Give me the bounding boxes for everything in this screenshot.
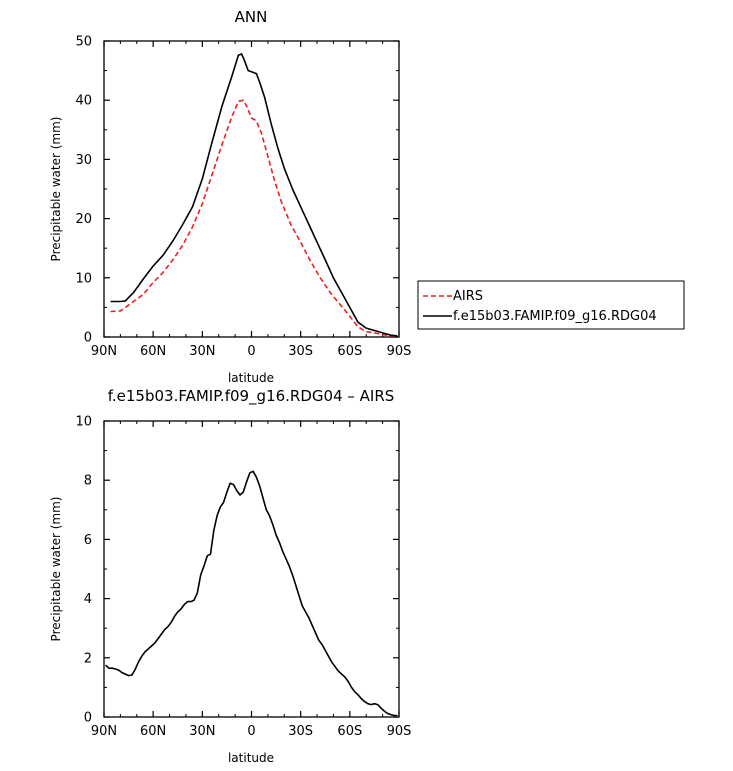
lower-y-tick-label: 6 xyxy=(84,533,92,548)
lower-x-tick-label: 60N xyxy=(140,724,166,739)
lower-y-tick-label: 4 xyxy=(84,592,92,607)
upper-x-tick-label: 60N xyxy=(140,344,166,359)
upper-x-tick-label: 30N xyxy=(189,344,215,359)
lower-chart-title: f.e15b03.FAMIP.f09_g16.RDG04 – AIRS xyxy=(108,387,395,406)
upper-series-line-0 xyxy=(110,99,398,338)
lower-y-tick-label: 0 xyxy=(84,711,92,726)
lower-x-axis-label: latitude xyxy=(228,751,274,765)
upper-x-tick-label: 90N xyxy=(91,344,117,359)
upper-y-axis-label: Precipitable water (mm) xyxy=(49,117,63,262)
upper-x-tick-label: 60S xyxy=(337,344,362,359)
upper-series-group xyxy=(110,53,398,338)
upper-x-tick-label: 90S xyxy=(387,344,412,359)
lower-x-tick-label: 30N xyxy=(189,724,215,739)
lower-x-tick-label: 60S xyxy=(337,724,362,739)
upper-x-axis-label: latitude xyxy=(228,371,274,385)
legend-box xyxy=(417,280,685,330)
upper-plot-frame xyxy=(103,40,400,338)
upper-y-tick-label: 50 xyxy=(75,35,92,50)
lower-plot-frame xyxy=(103,420,400,718)
upper-x-tick-label: 0 xyxy=(247,344,255,359)
upper-y-tick-label: 30 xyxy=(75,153,92,168)
upper-y-tick-label: 20 xyxy=(75,212,92,227)
upper-series-line-1 xyxy=(110,53,398,337)
lower-y-tick-label: 10 xyxy=(75,415,92,430)
upper-y-tick-label: 40 xyxy=(75,94,92,109)
lower-y-tick-label: 8 xyxy=(84,474,92,489)
lower-y-axis-label: Precipitable water (mm) xyxy=(49,497,63,642)
upper-chart-title: ANN xyxy=(235,8,268,26)
lower-y-tick-label: 2 xyxy=(84,651,92,666)
legend-label-airs: AIRS xyxy=(453,289,483,304)
lower-x-tick-label: 0 xyxy=(247,724,255,739)
lower-x-tick-label: 90S xyxy=(387,724,412,739)
upper-x-tick-label: 30S xyxy=(288,344,313,359)
upper-panel: ANN 90N 60N 30N 0 30S 60S 90S 0 10 20 30 40 50 latit… xyxy=(49,8,685,385)
lower-series-line-0 xyxy=(105,470,398,717)
lower-x-tick-label: 90N xyxy=(91,724,117,739)
lower-axis-ticks: 90N 60N 30N 0 30S 60S 90S 0 2 4 6 8 10 xyxy=(75,415,411,740)
legend: AIRS f.e15b03.FAMIP.f09_g16.RDG04 xyxy=(417,280,685,330)
upper-axis-ticks: 90N 60N 30N 0 30S 60S 90S 0 10 20 30 40 50 xyxy=(75,35,411,360)
lower-panel: f.e15b03.FAMIP.f09_g16.RDG04 – AIRS 90N 6… xyxy=(49,387,411,765)
lower-series-group xyxy=(105,470,398,717)
upper-y-tick-label: 0 xyxy=(84,331,92,346)
upper-y-tick-label: 10 xyxy=(75,271,92,286)
legend-label-model: f.e15b03.FAMIP.f09_g16.RDG04 xyxy=(453,309,657,324)
lower-x-tick-label: 30S xyxy=(288,724,313,739)
